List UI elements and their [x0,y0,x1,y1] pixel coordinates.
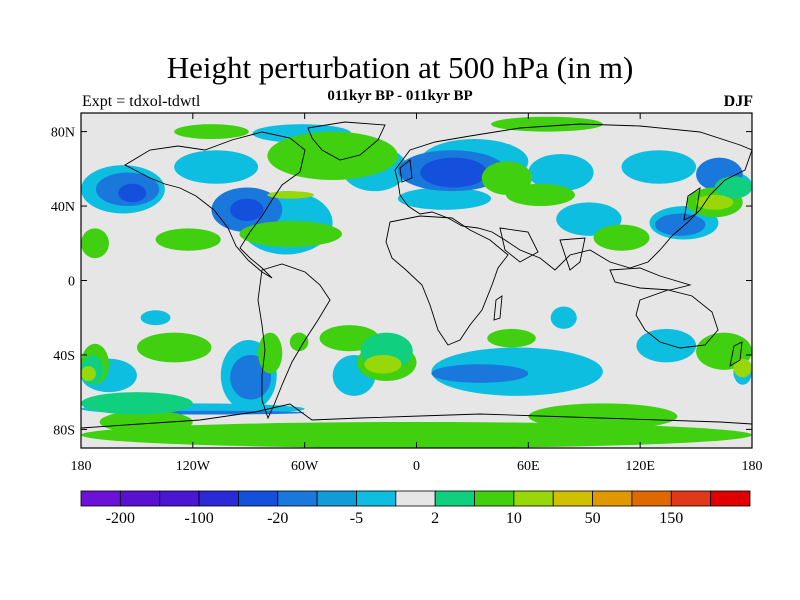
coastline-eurasia [394,123,752,271]
contour-region-green [505,183,575,207]
contour-region-green [99,410,193,434]
coastline-arabia [499,227,539,263]
colorbar: -200 -100 -20 -5 2 10 50 150 [80,490,751,527]
contour-region-green-light [714,176,752,199]
lat-tick-label: 0 [68,275,75,290]
colorbar-label: 150 [659,510,683,527]
coastline-australia [635,289,719,349]
colorbar-label: 10 [506,510,522,527]
contour-region-green [81,228,109,259]
contour-fill-layer [81,116,752,448]
season-label: DJF [723,93,753,110]
lat-tick-label: 40N [51,200,75,215]
lon-tick-label: 120W [176,459,211,474]
contour-region-blue-mid [655,213,706,236]
contour-region-yellow-green [733,358,752,378]
colorbar-swatch [277,490,318,507]
coastline-greenland [307,121,386,161]
lon-tick-label: 60W [291,459,319,474]
colorbar-swatch [434,490,475,507]
colorbar-swatch [474,490,515,507]
lat-tick-label: 80N [51,126,75,141]
contour-region-yellow-green [267,191,314,199]
colorbar-label: 50 [585,510,601,527]
contour-region-green-light [81,392,193,415]
contour-region-green [239,220,342,248]
lat-tick-label: 40S [53,349,75,364]
contour-region-blue-dark [118,183,147,203]
plot-title: Height perturbation at 500 hPa (in m) [166,50,634,85]
colorbar-swatch [710,490,751,507]
coastline-india [559,237,586,271]
colorbar-swatch [356,490,397,507]
coastline-new-zealand [729,341,743,367]
contour-region-green [136,332,212,363]
longitude-axis: 180 120W 60W 0 60E 120E 180 [71,113,763,474]
coastline-indonesia [609,267,692,291]
coastline-japan [683,187,701,221]
contour-region-green [258,332,283,374]
colorbar-label: 2 [431,510,439,527]
contour-region-blue-light [174,150,259,184]
colorbar-swatch [159,490,200,507]
contour-region-green [155,228,221,251]
contour-region-green [289,332,309,352]
contour-region-yellow-green [81,366,96,381]
lon-tick-label: 180 [742,459,763,474]
coastline-africa [385,215,509,346]
contour-region-yellow-green [696,194,734,210]
colorbar-swatch [119,490,161,507]
colorbar-swatch [198,490,239,507]
coastline-layer [81,121,752,429]
coastline-north-america [124,131,306,279]
contour-region-blue-light [636,328,697,363]
colorbar-swatch [80,490,121,507]
contour-region-blue-mid [431,364,529,383]
colorbar-swatch [670,490,712,507]
colorbar-swatch [631,490,672,507]
lon-tick-label: 120E [625,459,655,474]
latitude-axis: 80N 40N 0 40S 80S [51,126,752,438]
contour-region-blue-light [397,187,492,210]
lon-tick-label: 180 [71,459,92,474]
contour-region-green [593,224,650,251]
colorbar-label: -20 [267,510,288,527]
lon-tick-label: 0 [413,459,420,474]
contour-region-blue-light [621,150,697,184]
coastline-south-america [257,263,331,420]
contour-region-green [174,124,249,140]
contour-region-green [487,328,536,348]
contour-region-yellow-green [364,354,402,374]
colorbar-swatch [552,490,593,507]
coastline-antarctica [81,403,752,429]
colorbar-swatch [513,490,554,507]
contour-region-blue-light [140,310,171,326]
contour-region-blue-light [550,306,577,329]
colorbar-swatch [316,490,357,507]
colorbar-label: -200 [106,510,135,527]
contour-region-blue-dark [230,198,264,221]
colorbar-swatch [238,490,279,507]
colorbar-label: -100 [184,510,213,527]
contour-region-blue-dark [420,157,488,188]
contour-region-green [528,403,678,430]
experiment-label: Expt = tdxol-tdwtl [82,93,201,110]
colorbar-swatch [592,490,633,507]
coastline-madagascar [493,295,503,321]
colorbar-swatch [395,490,436,507]
plot-subtitle: 011kyr BP - 011kyr BP [327,88,473,104]
lat-tick-label: 80S [53,423,75,438]
contour-region-blue-light [528,153,594,192]
colorbar-label: -5 [350,510,363,527]
coastline-british-isles [399,159,413,183]
lon-tick-label: 60E [517,459,540,474]
